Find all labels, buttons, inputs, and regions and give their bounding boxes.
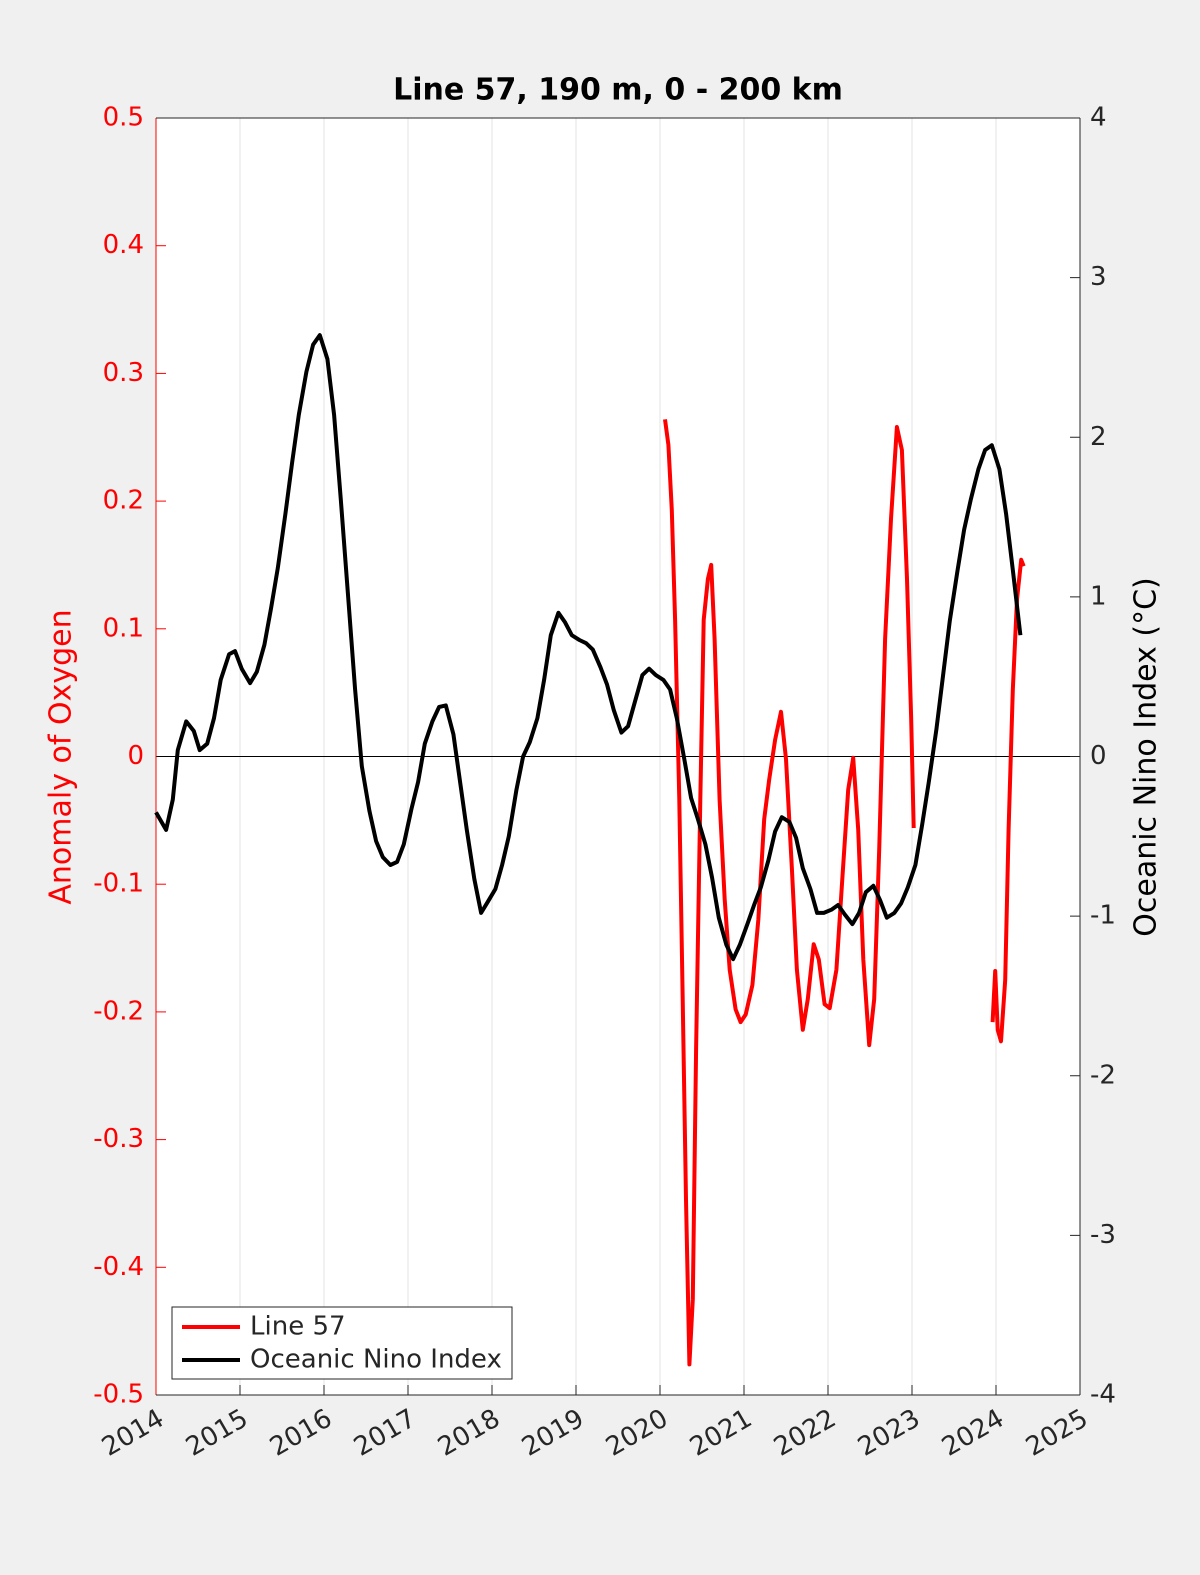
y2-tick-label: -1 [1090, 901, 1116, 931]
y-tick-label: 0.5 [103, 103, 144, 133]
y2-tick-label: 0 [1090, 741, 1107, 771]
series-line [663, 419, 1026, 1367]
y2-tick-label: 4 [1090, 103, 1107, 133]
series-line [154, 333, 1023, 962]
legend-box [171, 1306, 513, 1380]
y-tick-label: -0.1 [93, 869, 144, 899]
legend-label: Line 57 [250, 1312, 346, 1342]
y-tick-label: -0.2 [93, 996, 144, 1026]
y-tick-label: 0.4 [103, 230, 144, 260]
y-tick-label: -0.4 [93, 1252, 144, 1282]
y-tick-label: 0 [127, 741, 144, 771]
y2-tick-label: -2 [1090, 1060, 1116, 1090]
y2-tick-label: 2 [1090, 422, 1107, 452]
chart-title: Line 57, 190 m, 0 - 200 km [393, 73, 843, 108]
x-tick-label: 2014 [97, 1404, 169, 1463]
x-tick-label: 2018 [433, 1404, 505, 1463]
y2-tick-label: 1 [1090, 581, 1107, 611]
y-tick-label: 0.3 [103, 358, 144, 388]
x-tick-label: 2021 [685, 1404, 757, 1463]
x-tick-label: 2015 [181, 1404, 253, 1463]
y-tick-label: 0.1 [103, 613, 144, 643]
y2-tick-label: -4 [1090, 1380, 1116, 1410]
y-tick-label: 0.2 [103, 486, 144, 516]
x-tick-label: 2022 [769, 1404, 841, 1463]
y-axis-label: Anomaly of Oxygen [44, 609, 79, 904]
x-tick-label: 2020 [601, 1404, 673, 1463]
y2-axis-label: Oceanic Nino Index (°C) [1129, 577, 1164, 937]
x-tick-label: 2023 [853, 1404, 925, 1463]
x-tick-label: 2025 [1021, 1404, 1093, 1463]
x-tick-label: 2016 [265, 1404, 337, 1463]
y2-tick-label: -3 [1090, 1220, 1116, 1250]
x-tick-label: 2017 [349, 1404, 421, 1463]
y2-tick-label: 3 [1090, 262, 1107, 292]
x-tick-label: 2019 [517, 1404, 589, 1463]
y-tick-label: -0.3 [93, 1124, 144, 1154]
y-tick-label: -0.5 [93, 1380, 144, 1410]
legend-label: Oceanic Nino Index [250, 1345, 502, 1375]
x-tick-label: 2024 [937, 1404, 1009, 1463]
